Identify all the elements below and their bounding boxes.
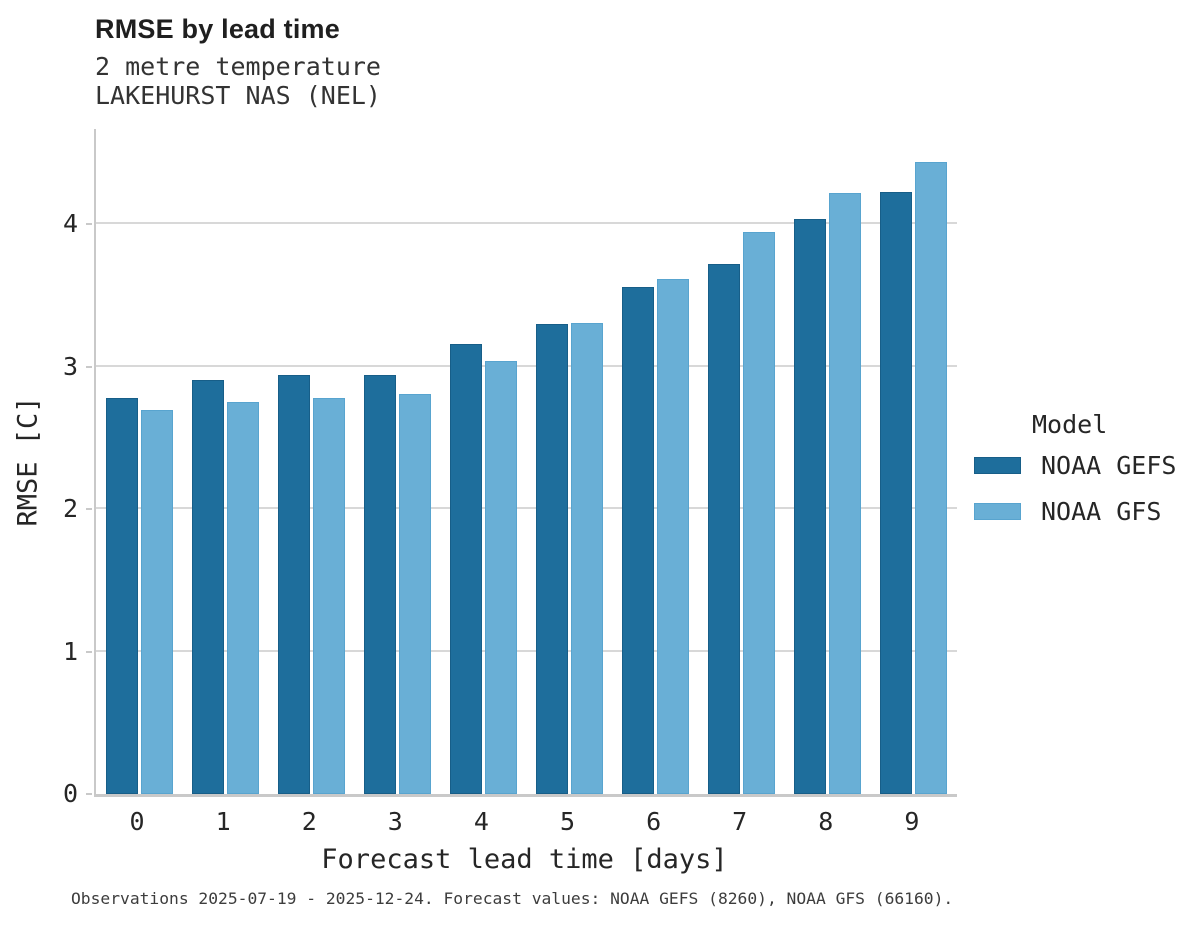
x-tick-label-9: 9 bbox=[904, 807, 920, 836]
bar-noaa-gefs-day-2 bbox=[277, 375, 310, 794]
bar-group-day-9 bbox=[871, 129, 957, 794]
y-axis-ticks: 0 1 2 3 4 bbox=[0, 129, 92, 806]
bar-group-day-6 bbox=[613, 129, 699, 794]
bar-noaa-gfs-day-9 bbox=[915, 161, 948, 794]
y-tick-label-2: 2 bbox=[62, 494, 78, 524]
gridline-y-3 bbox=[96, 364, 957, 367]
x-axis-ticks: 0 1 2 3 4 5 6 7 8 9 bbox=[94, 807, 955, 836]
y-tick-label-0: 0 bbox=[62, 779, 78, 808]
x-tick-label-7: 7 bbox=[732, 807, 748, 836]
bar-noaa-gfs-day-1 bbox=[226, 402, 259, 794]
y-tick-label-4: 4 bbox=[62, 209, 78, 239]
bar-noaa-gfs-day-6 bbox=[657, 278, 690, 794]
plot-area bbox=[94, 129, 957, 797]
x-tick-label-5: 5 bbox=[559, 807, 576, 836]
bar-group-day-7 bbox=[699, 129, 785, 794]
chart-subtitle-station: LAKEHURST NAS (NEL) bbox=[95, 81, 381, 110]
x-tick-label-1: 1 bbox=[215, 807, 231, 836]
gridline-y-4 bbox=[96, 222, 957, 225]
x-tick-label-2: 2 bbox=[301, 807, 317, 836]
bar-group-day-4 bbox=[440, 129, 526, 794]
gridline-y-1 bbox=[96, 649, 957, 652]
bar-noaa-gefs-day-5 bbox=[536, 324, 569, 794]
legend: Model NOAA GEFS NOAA GFS bbox=[974, 410, 1176, 543]
x-tick-label-8: 8 bbox=[818, 807, 834, 836]
bar-noaa-gefs-day-7 bbox=[708, 264, 741, 794]
x-tick-label-6: 6 bbox=[646, 807, 662, 836]
legend-swatch-icon bbox=[974, 457, 1021, 474]
legend-items: NOAA GEFS NOAA GFS bbox=[974, 451, 1176, 526]
y-tick-mark-1 bbox=[86, 650, 92, 653]
gridline-y-2 bbox=[96, 507, 957, 510]
bar-noaa-gefs-day-6 bbox=[622, 287, 655, 794]
bar-noaa-gefs-day-1 bbox=[191, 379, 224, 794]
bar-group-day-3 bbox=[354, 129, 440, 794]
x-axis-label: Forecast lead time [days] bbox=[321, 844, 728, 875]
y-tick-mark-2 bbox=[86, 508, 92, 511]
x-tick-label-4: 4 bbox=[473, 807, 489, 836]
y-tick-label-1: 1 bbox=[62, 636, 78, 666]
bar-noaa-gefs-day-0 bbox=[105, 398, 138, 794]
legend-item-noaa-gfs: NOAA GFS bbox=[974, 497, 1176, 526]
bar-noaa-gefs-day-9 bbox=[880, 191, 913, 794]
chart-title: RMSE by lead time bbox=[95, 14, 340, 44]
bar-group-day-8 bbox=[785, 129, 871, 794]
legend-swatch-icon bbox=[974, 503, 1021, 520]
chart-subtitle-variable: 2 metre temperature bbox=[95, 52, 381, 81]
caption: Observations 2025-07-19 - 2025-12-24. Fo… bbox=[71, 889, 954, 908]
x-tick-label-0: 0 bbox=[129, 807, 145, 836]
y-tick-mark-0 bbox=[86, 793, 92, 795]
y-tick-mark-4 bbox=[86, 223, 92, 226]
y-tick-mark-3 bbox=[86, 365, 92, 368]
y-tick-label-3: 3 bbox=[62, 351, 78, 381]
bar-noaa-gfs-day-3 bbox=[398, 393, 431, 794]
bar-noaa-gfs-day-8 bbox=[829, 193, 862, 794]
bar-group-day-0 bbox=[96, 129, 182, 794]
bar-noaa-gefs-day-8 bbox=[794, 218, 827, 794]
chart-header: RMSE by lead time 2 metre temperature LA… bbox=[95, 14, 381, 110]
legend-label: NOAA GEFS bbox=[1041, 451, 1177, 480]
bar-noaa-gefs-day-4 bbox=[449, 344, 482, 794]
bar-noaa-gfs-day-0 bbox=[140, 409, 173, 794]
x-tick-label-3: 3 bbox=[387, 807, 403, 836]
bar-noaa-gfs-day-7 bbox=[743, 231, 776, 794]
bar-noaa-gefs-day-3 bbox=[363, 375, 396, 794]
bar-group-day-5 bbox=[526, 129, 612, 794]
bar-group-day-1 bbox=[182, 129, 268, 794]
bar-groups bbox=[96, 129, 957, 794]
bar-noaa-gfs-day-2 bbox=[312, 398, 345, 794]
legend-label: NOAA GFS bbox=[1041, 497, 1162, 526]
legend-title: Model bbox=[1032, 410, 1108, 439]
bar-noaa-gfs-day-4 bbox=[484, 361, 517, 794]
bar-noaa-gfs-day-5 bbox=[571, 322, 604, 794]
legend-item-noaa-gefs: NOAA GEFS bbox=[974, 451, 1176, 480]
bar-group-day-2 bbox=[268, 129, 354, 794]
